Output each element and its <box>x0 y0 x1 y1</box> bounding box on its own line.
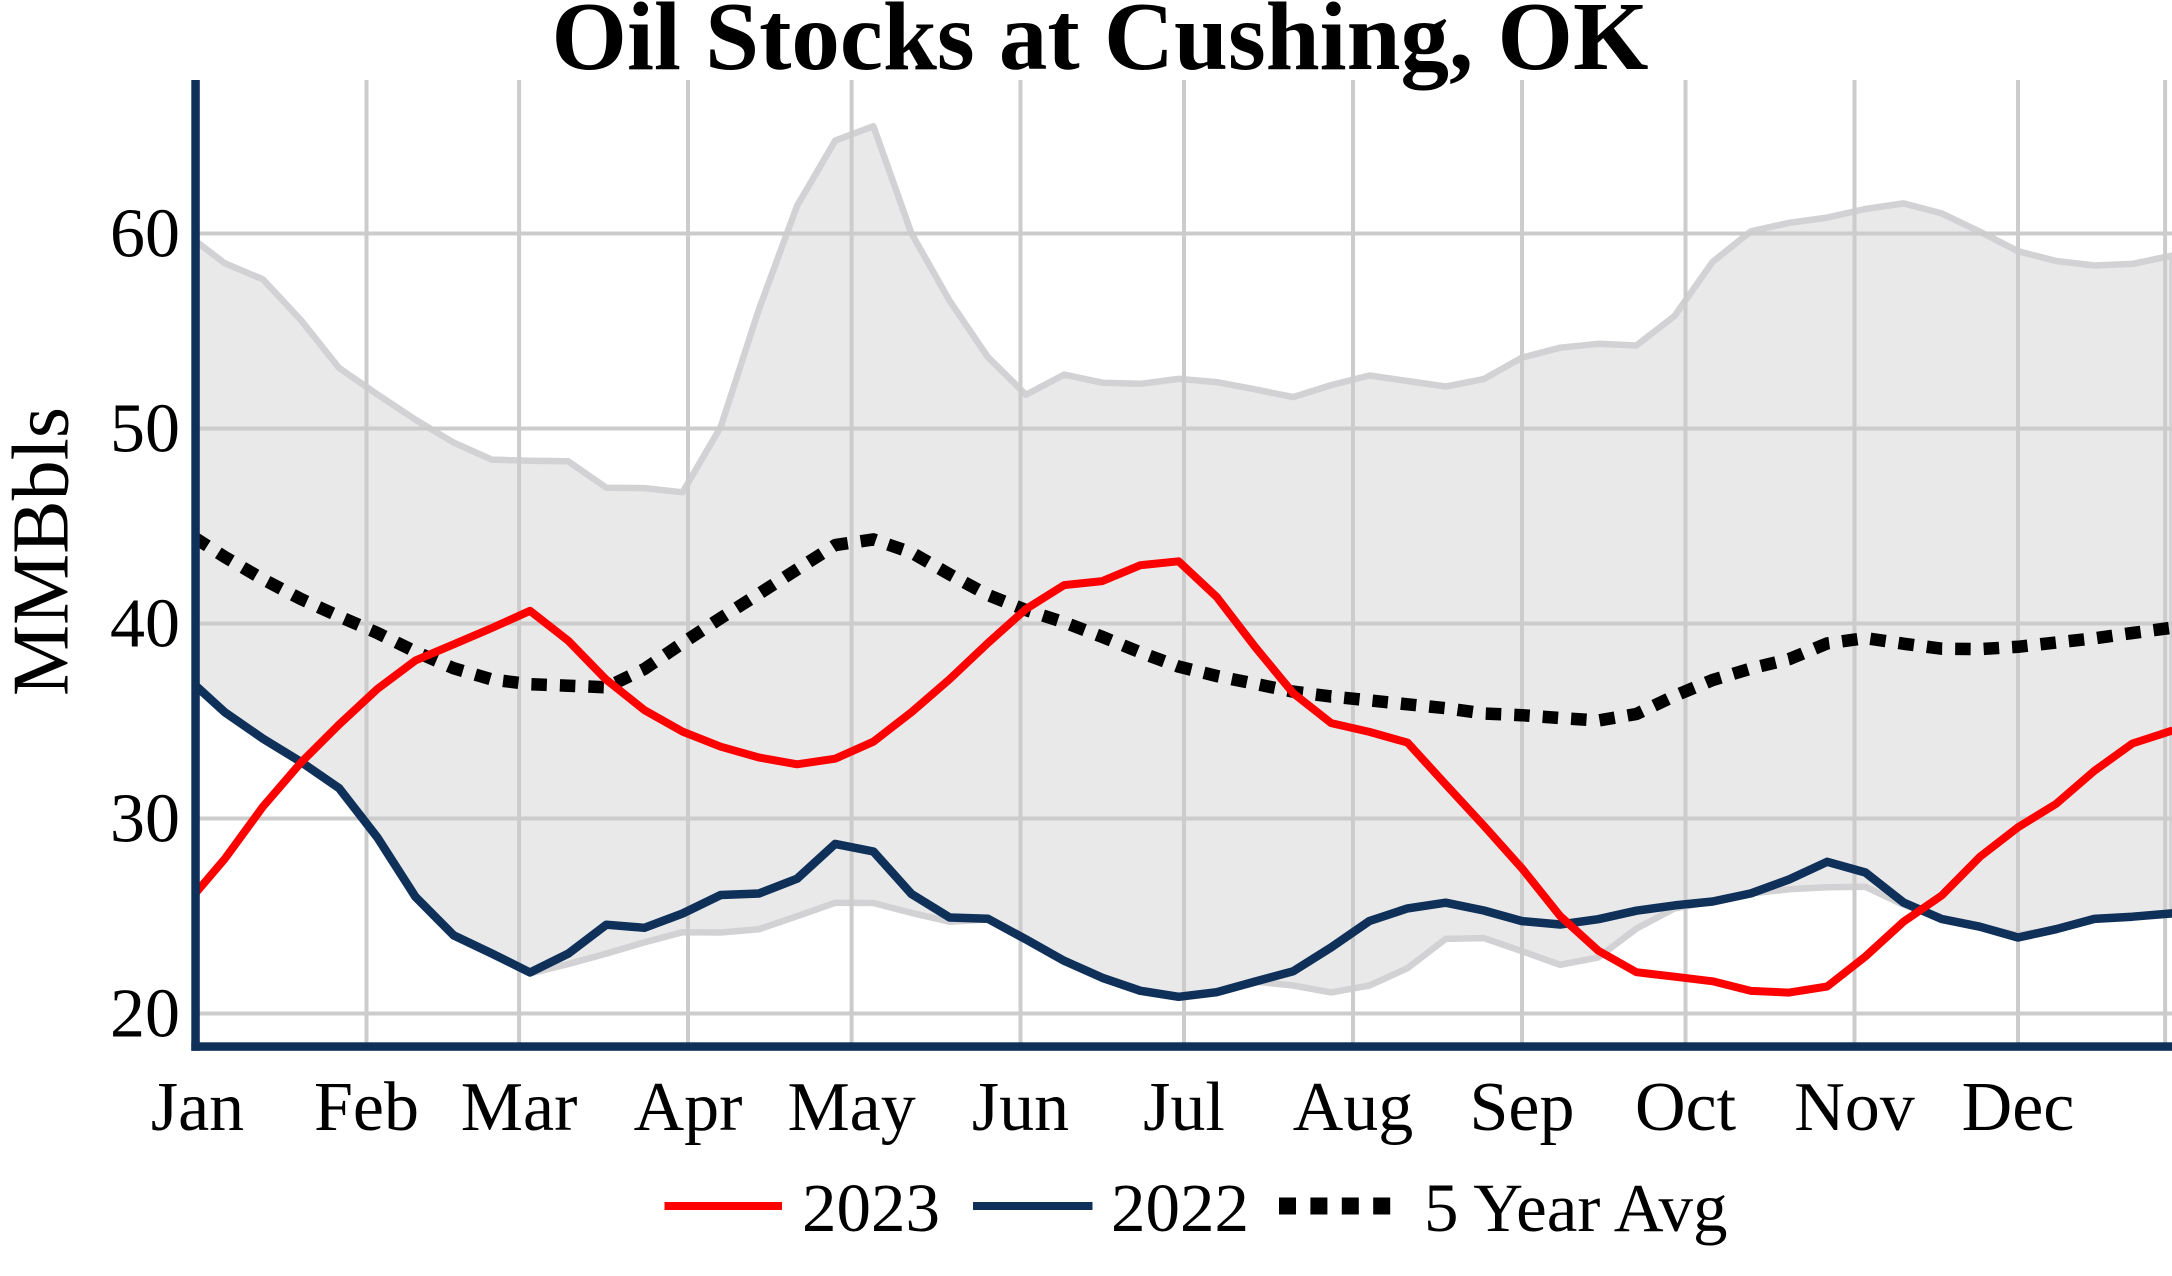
svg-text:Jan: Jan <box>151 1069 244 1146</box>
svg-text:2022: 2022 <box>1111 1170 1249 1246</box>
svg-text:Dec: Dec <box>1962 1069 2075 1146</box>
svg-text:5 Year Avg: 5 Year Avg <box>1424 1170 1728 1246</box>
svg-text:Mar: Mar <box>461 1069 578 1146</box>
svg-text:MMBbls: MMBbls <box>0 407 86 696</box>
svg-text:Apr: Apr <box>634 1069 743 1146</box>
svg-text:Aug: Aug <box>1293 1069 1414 1146</box>
svg-text:Jul: Jul <box>1143 1069 1225 1146</box>
svg-text:Oct: Oct <box>1635 1069 1737 1146</box>
svg-text:Nov: Nov <box>1794 1069 1915 1146</box>
svg-text:2023: 2023 <box>802 1170 940 1246</box>
svg-text:50: 50 <box>110 391 180 468</box>
svg-text:Jun: Jun <box>972 1069 1069 1146</box>
svg-text:Oil Stocks at Cushing, OK: Oil Stocks at Cushing, OK <box>552 0 1649 90</box>
svg-text:20: 20 <box>110 976 180 1053</box>
svg-text:May: May <box>787 1069 915 1146</box>
svg-text:60: 60 <box>110 196 180 273</box>
svg-text:30: 30 <box>110 781 180 858</box>
svg-text:Sep: Sep <box>1470 1069 1575 1146</box>
svg-text:40: 40 <box>110 586 180 663</box>
svg-text:Feb: Feb <box>314 1069 419 1146</box>
